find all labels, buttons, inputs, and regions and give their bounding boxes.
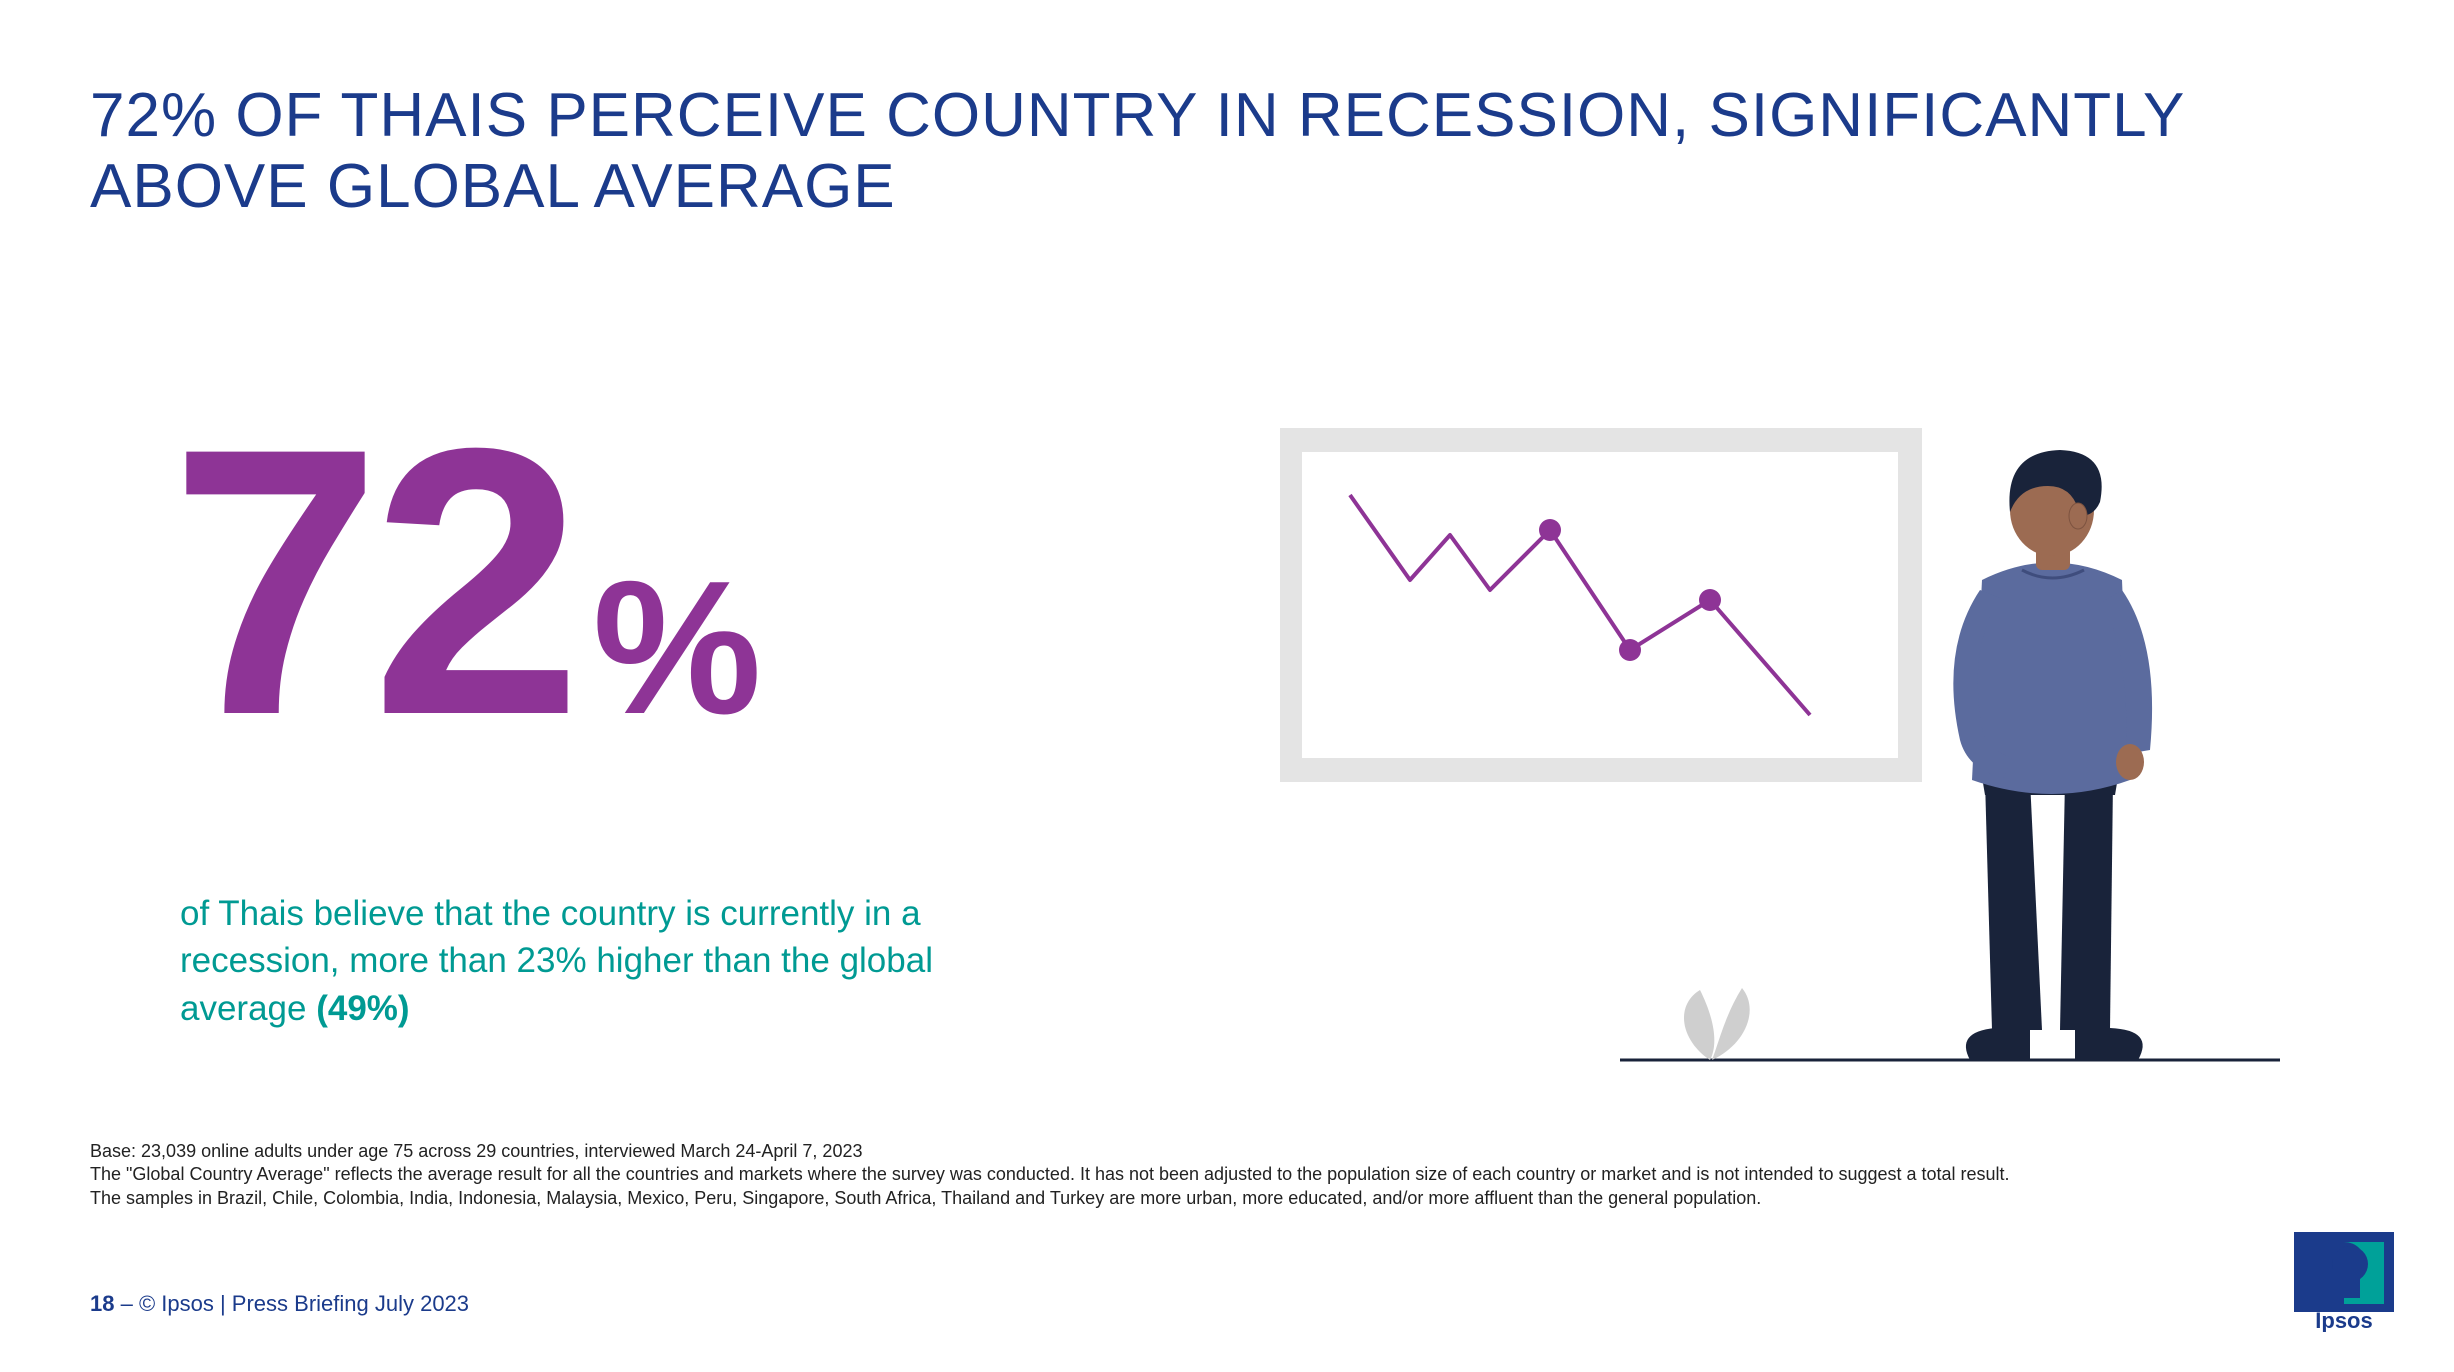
subtext-main: of Thais believe that the country is cur… bbox=[180, 894, 933, 1028]
illustration bbox=[1280, 420, 2280, 1100]
svg-text:Ipsos: Ipsos bbox=[2315, 1308, 2372, 1332]
page-footer: 18 – © Ipsos | Press Briefing July 2023 bbox=[90, 1291, 469, 1317]
headline-stat: 72 % bbox=[170, 420, 762, 743]
footnote-line-2: The "Global Country Average" reflects th… bbox=[90, 1163, 2364, 1186]
stat-value: 72 bbox=[170, 420, 573, 743]
footer-text: © Ipsos | Press Briefing July 2023 bbox=[139, 1291, 469, 1316]
footnote-line-1: Base: 23,039 online adults under age 75 … bbox=[90, 1140, 2364, 1163]
footnote-line-3: The samples in Brazil, Chile, Colombia, … bbox=[90, 1187, 2364, 1210]
footer-sep: – bbox=[114, 1291, 138, 1316]
slide-title: 72% OF THAIS PERCEIVE COUNTRY IN RECESSI… bbox=[90, 80, 2364, 223]
ipsos-logo: Ipsos bbox=[2294, 1232, 2394, 1332]
footnotes: Base: 23,039 online adults under age 75 … bbox=[90, 1140, 2364, 1210]
subtext-bold: (49%) bbox=[316, 989, 409, 1028]
stat-subtext: of Thais believe that the country is cur… bbox=[180, 890, 1000, 1032]
page-number: 18 bbox=[90, 1291, 114, 1316]
stat-unit: % bbox=[593, 553, 762, 743]
